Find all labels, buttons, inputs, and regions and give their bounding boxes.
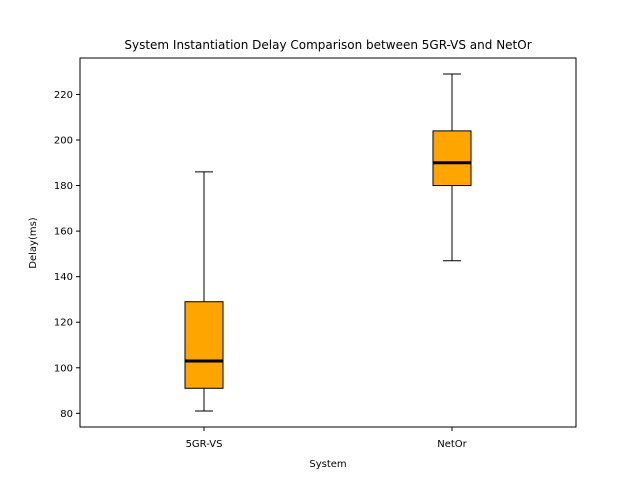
box-group bbox=[432, 73, 472, 262]
iqr-box bbox=[184, 301, 224, 389]
y-tick-label: 160 bbox=[54, 227, 73, 238]
axes-frame bbox=[79, 57, 577, 428]
chart-title: System Instantiation Delay Comparison be… bbox=[124, 38, 531, 52]
y-tick-label: 200 bbox=[54, 136, 73, 147]
x-axis: 5GR-VS NetOr bbox=[186, 427, 468, 450]
plot-area bbox=[184, 73, 472, 412]
y-tick-label: 80 bbox=[60, 409, 73, 420]
box-group bbox=[184, 171, 224, 412]
x-tick-label: 5GR-VS bbox=[186, 439, 223, 450]
x-axis-label: System bbox=[309, 459, 346, 470]
y-tick-label: 120 bbox=[54, 318, 73, 329]
y-tick-label: 100 bbox=[54, 363, 73, 374]
iqr-box bbox=[432, 130, 472, 187]
y-tick-label: 220 bbox=[54, 90, 73, 101]
x-tick-label: NetOr bbox=[437, 439, 467, 450]
y-axis-label: Delay(ms) bbox=[28, 217, 39, 269]
y-axis: 80 100 120 140 160 180 200 220 bbox=[54, 90, 80, 420]
y-tick-label: 140 bbox=[54, 272, 73, 283]
y-tick-label: 180 bbox=[54, 181, 73, 192]
